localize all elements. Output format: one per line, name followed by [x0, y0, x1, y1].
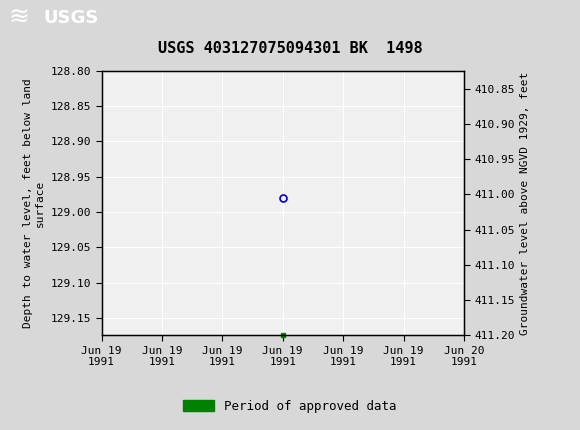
- Y-axis label: Depth to water level, feet below land
surface: Depth to water level, feet below land su…: [23, 78, 45, 328]
- Legend: Period of approved data: Period of approved data: [178, 395, 402, 418]
- Text: USGS: USGS: [44, 9, 99, 27]
- Y-axis label: Groundwater level above NGVD 1929, feet: Groundwater level above NGVD 1929, feet: [520, 71, 531, 335]
- Text: ≋: ≋: [9, 6, 30, 30]
- Text: USGS 403127075094301 BK  1498: USGS 403127075094301 BK 1498: [158, 41, 422, 56]
